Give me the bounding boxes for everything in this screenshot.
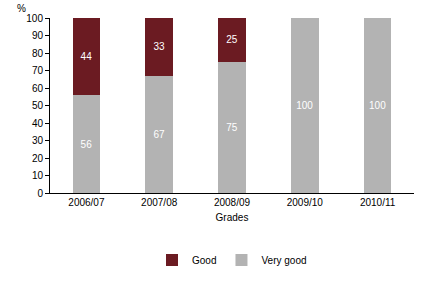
svg-text:67: 67 [153,129,165,140]
svg-text:0: 0 [37,188,43,199]
svg-text:100: 100 [26,13,43,24]
svg-text:100: 100 [369,100,386,111]
svg-text:56: 56 [81,139,93,150]
svg-text:Very good: Very good [261,255,306,266]
svg-text:2010/11: 2010/11 [360,197,396,208]
svg-text:33: 33 [153,41,165,52]
svg-text:75: 75 [226,122,238,133]
svg-text:Grades: Grades [216,212,249,223]
svg-text:90: 90 [32,30,44,41]
svg-text:Good: Good [192,255,216,266]
svg-text:80: 80 [32,48,44,59]
svg-text:40: 40 [32,118,44,129]
svg-text:25: 25 [226,34,238,45]
svg-text:2009/10: 2009/10 [287,197,324,208]
svg-text:2007/08: 2007/08 [141,197,178,208]
svg-text:2008/09: 2008/09 [214,197,251,208]
svg-text:20: 20 [32,153,44,164]
svg-text:%: % [17,3,26,14]
svg-text:10: 10 [32,170,44,181]
svg-text:44: 44 [81,51,93,62]
svg-text:100: 100 [296,100,313,111]
svg-text:2006/07: 2006/07 [68,197,105,208]
svg-text:30: 30 [32,135,44,146]
svg-text:60: 60 [32,83,44,94]
svg-text:70: 70 [32,65,44,76]
svg-text:50: 50 [32,100,44,111]
